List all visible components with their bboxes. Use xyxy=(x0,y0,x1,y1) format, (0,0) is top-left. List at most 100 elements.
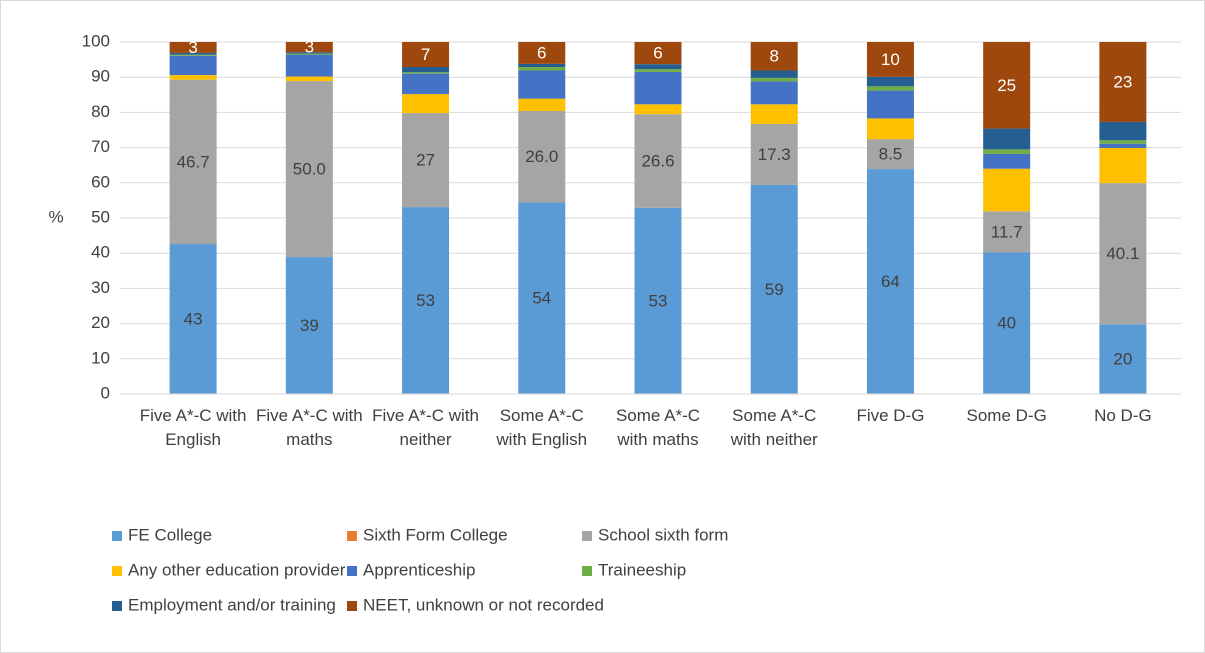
legend-label: Traineeship xyxy=(598,560,686,579)
data-label: 27 xyxy=(416,151,435,170)
legend-label: Any other education provider xyxy=(128,560,346,579)
bar-segment xyxy=(634,207,682,394)
y-tick-label: 0 xyxy=(101,383,110,402)
bar-segment xyxy=(983,168,1031,212)
bar-segment xyxy=(402,207,450,394)
bar-segment xyxy=(634,104,682,115)
bar-segment xyxy=(285,42,333,53)
legend-label: Apprenticeship xyxy=(363,560,475,579)
y-tick-label: 90 xyxy=(91,67,110,86)
y-axis-label: % xyxy=(48,207,63,226)
bar-segment xyxy=(518,63,566,67)
x-tick-label: Some D-G xyxy=(966,406,1047,425)
data-label: 46.7 xyxy=(177,152,210,171)
bar-segment xyxy=(402,73,450,95)
data-label: 54 xyxy=(532,289,551,308)
y-tick-label: 30 xyxy=(91,278,110,297)
bar-segment xyxy=(634,71,682,105)
bar-segment xyxy=(518,110,566,203)
bar-segment xyxy=(402,113,450,208)
bar-segment xyxy=(750,81,798,105)
bar-segment xyxy=(1099,147,1147,184)
legend-swatch xyxy=(347,566,357,576)
bar-segment xyxy=(169,52,217,55)
y-tick-label: 100 xyxy=(82,31,110,50)
data-label: 50.0 xyxy=(293,160,326,179)
data-label: 39 xyxy=(300,316,319,335)
data-label: 3 xyxy=(305,38,314,57)
data-label: 53 xyxy=(416,291,435,310)
data-label: 17.3 xyxy=(758,145,791,164)
bar-segment xyxy=(285,54,333,77)
bar-segment xyxy=(169,42,217,53)
data-label: 59 xyxy=(765,280,784,299)
bar-segment xyxy=(750,42,798,71)
data-label: 6 xyxy=(653,44,662,63)
bar-segment xyxy=(983,211,1031,253)
legend-swatch xyxy=(582,566,592,576)
data-label: 11.7 xyxy=(991,222,1023,241)
bar-segment xyxy=(402,66,450,73)
x-tick-label: Five A*-C with neither xyxy=(372,406,479,449)
bar-segment xyxy=(1099,42,1147,122)
data-label: 64 xyxy=(881,272,900,291)
y-tick-label: 10 xyxy=(91,348,110,367)
legend-label: Sixth Form College xyxy=(363,525,508,544)
x-tick-label: Five D-G xyxy=(856,406,925,425)
data-label: 43 xyxy=(184,310,203,329)
data-label: 6 xyxy=(537,43,546,62)
legend-swatch xyxy=(347,531,357,541)
data-label: 25 xyxy=(997,76,1016,95)
bar-segment xyxy=(750,104,798,125)
data-label: 20 xyxy=(1113,350,1132,369)
legend-swatch xyxy=(112,566,122,576)
bar-segment xyxy=(1099,140,1147,144)
bar-segment xyxy=(285,52,333,54)
bar-segment xyxy=(402,94,450,114)
bar-segment xyxy=(1099,183,1147,325)
bar-segment xyxy=(169,244,217,394)
y-tick-label: 40 xyxy=(91,243,110,262)
bar-segment xyxy=(983,149,1031,154)
legend-label: FE College xyxy=(128,525,212,544)
bar-segment xyxy=(1099,121,1147,141)
data-label: 40 xyxy=(997,314,1016,333)
bar-segment xyxy=(634,64,682,70)
legend-label: NEET, unknown or not recorded xyxy=(363,595,604,614)
y-tick-label: 80 xyxy=(91,102,110,121)
data-label: 53 xyxy=(649,291,668,310)
legend-label: School sixth form xyxy=(598,525,728,544)
bar-segment xyxy=(1099,324,1147,394)
bar-segment xyxy=(983,42,1031,129)
data-label: 26.0 xyxy=(525,147,558,166)
bar-segment xyxy=(983,153,1031,169)
bar-segment xyxy=(169,54,217,56)
data-label: 8.5 xyxy=(879,145,903,164)
data-label: 7 xyxy=(421,45,430,64)
x-tick-label: Five A*-C with maths xyxy=(255,406,363,449)
data-label: 40.1 xyxy=(1106,244,1139,263)
x-tick-label: Some A*-C with maths xyxy=(615,406,701,449)
bar-segment xyxy=(402,42,450,67)
bar-segment xyxy=(518,70,566,99)
bar-segment xyxy=(866,169,914,394)
bar-segment xyxy=(983,128,1031,150)
data-label: 26.6 xyxy=(641,151,674,170)
bar-segment xyxy=(750,184,798,394)
bar-segment xyxy=(983,252,1031,394)
bar-segment xyxy=(750,77,798,82)
bar-segment xyxy=(866,139,914,170)
bar-segment xyxy=(634,42,682,65)
bar-segment xyxy=(169,79,217,245)
bar-segment xyxy=(750,70,798,78)
bar-segment xyxy=(634,69,682,72)
bar-segment xyxy=(518,42,566,64)
bar-segment xyxy=(285,53,333,55)
legend-swatch xyxy=(582,531,592,541)
bar-segment xyxy=(169,75,217,80)
data-label: 23 xyxy=(1113,72,1132,91)
bar-segment xyxy=(1099,143,1147,148)
bar-segment xyxy=(285,81,333,258)
